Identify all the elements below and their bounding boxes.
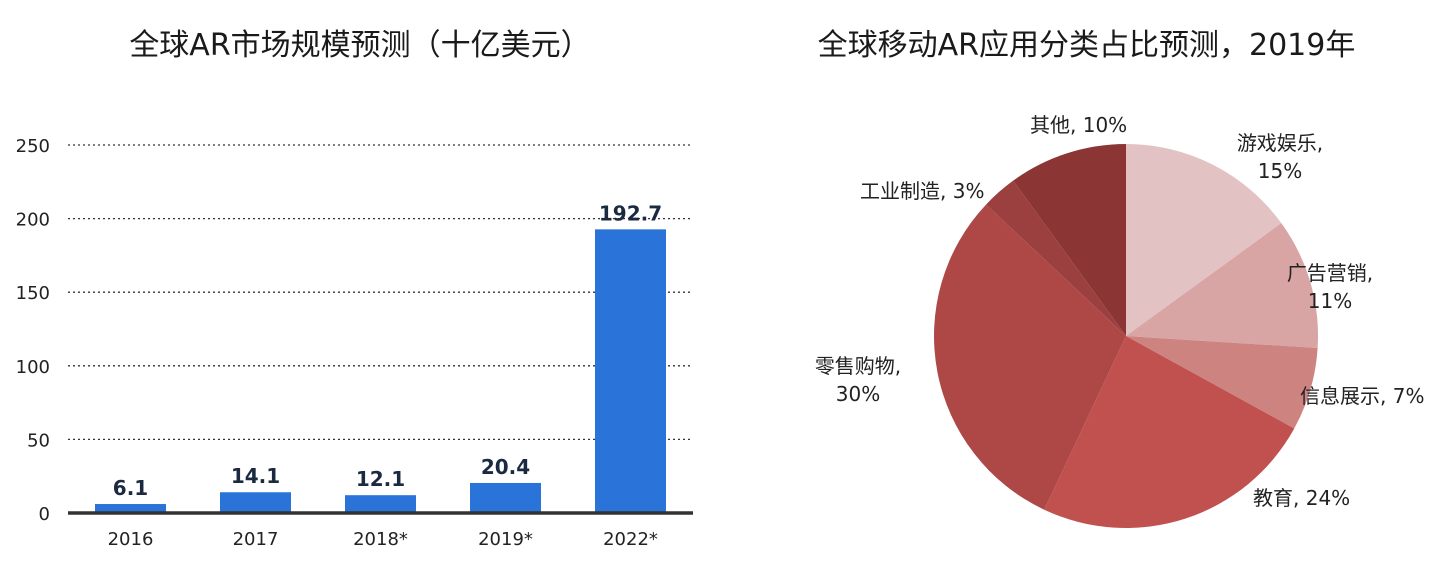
slice-label: 广告营销, xyxy=(1287,261,1373,285)
pie-chart-title: 全球移动AR应用分类占比预测，2019年 xyxy=(817,28,1356,63)
bar xyxy=(345,495,416,513)
pie-slice xyxy=(1044,336,1295,528)
x-tick-label: 2019* xyxy=(478,529,533,550)
x-tick-label: 2016 xyxy=(108,529,154,550)
y-tick-label: 200 xyxy=(16,210,50,231)
bar xyxy=(470,482,541,513)
slice-percent-label: 15% xyxy=(1258,159,1302,183)
bar-chart-panel: 全球AR市场规模预测（十亿美元） 0 50 100 150 200 250 6.1 2016 1… xyxy=(0,0,720,571)
slice-label: 零售购物, xyxy=(815,354,901,378)
y-tick-label: 150 xyxy=(16,283,50,304)
pie-slice xyxy=(1126,336,1318,429)
x-tick-label: 2022* xyxy=(603,529,658,550)
bar-chart-title: 全球AR市场规模预测（十亿美元） xyxy=(129,28,591,63)
pie-slice xyxy=(1126,223,1318,349)
y-tick-label: 100 xyxy=(16,357,50,378)
slice-label: 教育, 24% xyxy=(1253,486,1350,510)
bar xyxy=(595,229,666,514)
slice-label: 工业制造, 3% xyxy=(860,179,984,203)
data-label: 6.1 xyxy=(113,476,148,500)
data-label: 14.1 xyxy=(231,464,280,488)
bar-chart: 0 50 100 150 200 250 6.1 2016 14.1 2017 12.1 2018* 2… xyxy=(16,136,693,550)
slice-label: 游戏娱乐, xyxy=(1237,131,1323,155)
y-tick-label: 250 xyxy=(16,136,50,157)
bar xyxy=(95,504,166,513)
x-tick-label: 2017 xyxy=(233,529,279,550)
pie-chart-panel: 全球移动AR应用分类占比预测，2019年 游戏娱乐, 15% 广告营销, 11% 信息展… xyxy=(720,0,1453,571)
data-label: 20.4 xyxy=(481,455,530,479)
x-tick-label: 2018* xyxy=(353,529,408,550)
pie-slice xyxy=(934,204,1126,510)
data-label: 192.7 xyxy=(599,201,662,225)
slice-percent-label: 11% xyxy=(1308,289,1352,313)
pie-slice xyxy=(986,180,1126,336)
data-label: 12.1 xyxy=(356,467,405,491)
pie-chart: 游戏娱乐, 15% 广告营销, 11% 信息展示, 7% 教育, 24% 零售购物, 30% 工… xyxy=(815,113,1424,528)
bar xyxy=(220,492,291,513)
y-tick-label: 0 xyxy=(39,504,50,525)
slice-label: 信息展示, 7% xyxy=(1300,384,1424,408)
pie-slice xyxy=(1013,144,1126,336)
y-tick-label: 50 xyxy=(27,430,50,451)
pie-slice xyxy=(1126,144,1282,336)
slice-label: 其他, 10% xyxy=(1030,113,1127,137)
slice-percent-label: 30% xyxy=(836,382,880,406)
